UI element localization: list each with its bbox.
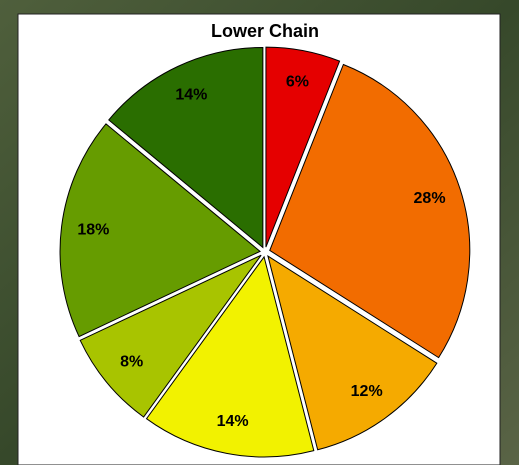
chart: Lower Chain 6% 28% 12% 14% 8% 18% 14% (0, 0, 519, 465)
value-label: 18% (77, 222, 109, 239)
value-label: 8% (120, 353, 143, 370)
value-label: 14% (217, 413, 249, 430)
value-label: 28% (414, 190, 446, 207)
page: {"chart_data": {"type": "pie", "title": … (0, 0, 519, 465)
chart-title: Lower Chain (211, 21, 319, 41)
value-label: 12% (351, 383, 383, 400)
value-label: 14% (175, 87, 207, 104)
value-label: 6% (286, 73, 309, 90)
